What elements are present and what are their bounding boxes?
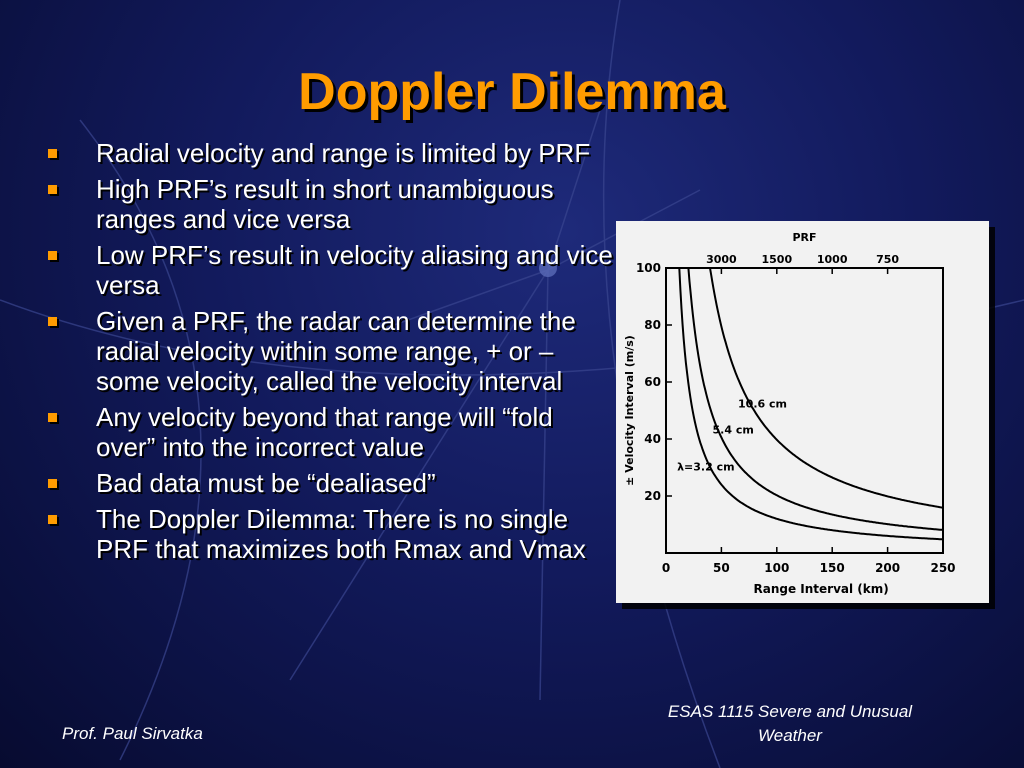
x-tick-label: 200: [875, 561, 900, 575]
square-bullet-icon: [48, 413, 57, 422]
square-bullet-icon: [48, 515, 57, 524]
bullet-item: Radial velocity and range is limited by …: [44, 138, 619, 168]
series-line: [687, 267, 943, 531]
x-tick-label: 150: [820, 561, 845, 575]
bullet-text: Radial velocity and range is limited by …: [96, 138, 591, 168]
y-axis-label: ± Velocity Interval (m/s): [623, 335, 636, 486]
chart-svg: 0 50 100 150 200 250 20 40 60 80 100 3000 1500 1000 75…: [623, 231, 956, 596]
bullet-list: Radial velocity and range is limited by …: [44, 138, 619, 570]
bullet-item: High PRF’s result in short unambiguous r…: [44, 174, 619, 234]
bullet-text: Bad data must be “dealiased”: [96, 468, 436, 498]
series-label: 10.6 cm: [738, 398, 787, 411]
series-line: [709, 267, 943, 509]
square-bullet-icon: [48, 317, 57, 326]
x-tick-label: 0: [662, 561, 670, 575]
y-tick-label: 20: [644, 489, 661, 503]
y-tick-label: 100: [636, 261, 661, 275]
x-tick-label: 250: [930, 561, 955, 575]
bullet-text: Low PRF’s result in velocity aliasing an…: [96, 240, 613, 300]
top-tick-label: 1000: [817, 253, 848, 266]
bullet-text: High PRF’s result in short unambiguous r…: [96, 174, 554, 234]
slide-title: Doppler Dilemma: [298, 63, 726, 121]
x-tick-label: 100: [764, 561, 789, 575]
plot-frame: [665, 267, 944, 554]
series-line: [678, 267, 943, 541]
x-axis-label: Range Interval (km): [753, 582, 888, 596]
series-label: λ=3.2 cm: [677, 460, 734, 473]
bullet-item: Any velocity beyond that range will “fol…: [44, 402, 619, 462]
top-tick-label: 3000: [706, 253, 737, 266]
series-label: 5.4 cm: [713, 423, 754, 436]
top-tick-label: 1500: [761, 253, 792, 266]
bullet-text: The Doppler Dilemma: There is no single …: [96, 504, 586, 564]
x-tick-label: 50: [713, 561, 730, 575]
square-bullet-icon: [48, 149, 57, 158]
y-tick-label: 60: [644, 375, 661, 389]
top-tick-label: 750: [876, 253, 899, 266]
square-bullet-icon: [48, 185, 57, 194]
top-axis-label: PRF: [792, 231, 816, 244]
bullet-item: Low PRF’s result in velocity aliasing an…: [44, 240, 619, 300]
bullet-item: The Doppler Dilemma: There is no single …: [44, 504, 619, 564]
square-bullet-icon: [48, 479, 57, 488]
footer-author: Prof. Paul Sirvatka: [62, 724, 203, 743]
bullet-item: Bad data must be “dealiased”: [44, 468, 619, 498]
bullet-text: Any velocity beyond that range will “fol…: [96, 402, 553, 462]
bullet-item: Given a PRF, the radar can determine the…: [44, 306, 619, 396]
square-bullet-icon: [48, 251, 57, 260]
footer-course: ESAS 1115 Severe and Unusual Weather: [667, 702, 913, 745]
y-tick-label: 80: [644, 318, 661, 332]
y-tick-label: 40: [644, 432, 661, 446]
bullet-text: Given a PRF, the radar can determine the…: [96, 306, 576, 396]
velocity-range-chart: 0 50 100 150 200 250 20 40 60 80 100 3000 1500 1000 75…: [616, 221, 989, 603]
